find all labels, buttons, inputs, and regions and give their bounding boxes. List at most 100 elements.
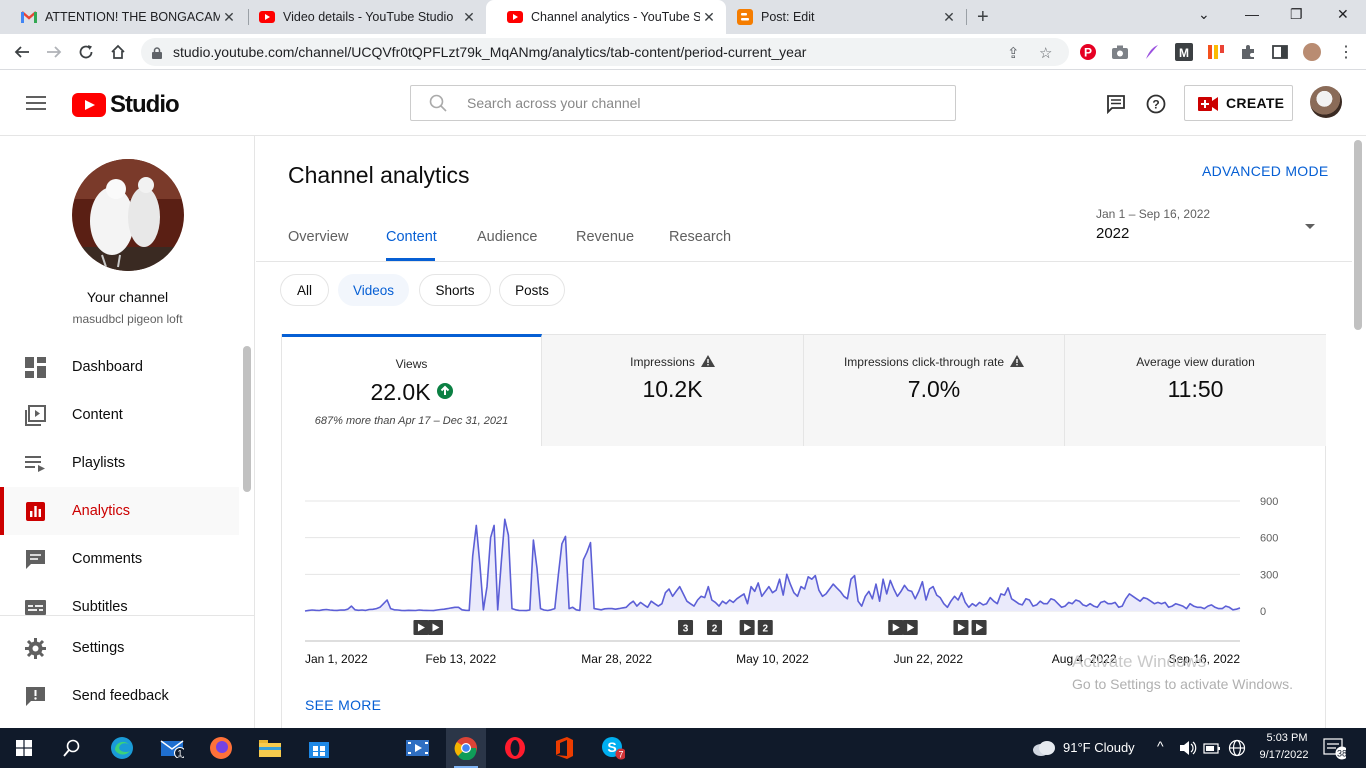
bookmark-star-icon[interactable]: ☆ [1039,45,1053,62]
feather-icon[interactable] [1143,43,1161,61]
metric-value: 7.0% [907,376,961,402]
store-icon[interactable] [307,736,331,760]
camera-icon[interactable] [1111,43,1129,61]
sidebar-item-playlists[interactable]: Playlists [0,439,239,487]
sidebar-item-comments[interactable]: Comments [0,535,239,583]
video-editor-icon[interactable] [405,736,429,760]
close-tab-icon[interactable]: ✕ [223,8,235,25]
x-tick-label: May 10, 2022 [736,652,809,666]
main-scrollbar[interactable] [1354,140,1362,330]
restore-icon[interactable]: ❐ [1290,6,1303,22]
tab-revenue[interactable]: Revenue [576,229,635,245]
close-tab-icon[interactable]: ✕ [703,8,715,25]
date-range-text[interactable]: Jan 1 – Sep 16, 2022 [1096,207,1211,221]
views-chart[interactable]: 0 300 600 900 Jan 1, 2022 Feb 13, 2022 Mar 28,… [256,485,1352,675]
metric-views[interactable]: Views 22.0K 687% more than Apr 17 – Dec … [282,334,542,446]
file-explorer-icon[interactable] [258,736,282,760]
video-marker-play-icon [892,623,900,632]
mail-icon[interactable]: 1 [160,736,184,760]
browser-tab-2[interactable]: Video details - YouTube Studio ✕ [238,0,486,34]
advanced-mode-button[interactable]: ADVANCED MODE [1202,163,1329,179]
search-icon [429,94,447,115]
see-more-button[interactable]: SEE MORE [305,697,382,713]
cloudy-weather-icon[interactable] [1031,736,1055,760]
dropdown-arrow-icon[interactable] [1305,224,1315,229]
reload-icon[interactable] [75,41,97,63]
sidebar-item-settings[interactable]: Settings [0,624,239,672]
browser-tab-1[interactable]: ATTENTION! THE BONGACAMS.C ✕ [0,0,246,34]
metric-ctr[interactable]: Impressions click-through rate 7.0% [804,335,1065,446]
chrome-menu-icon[interactable]: ⋮ [1338,44,1354,61]
channel-avatar[interactable] [72,159,184,271]
x-tick-label: Jun 22, 2022 [894,652,964,666]
clock-date[interactable]: 9/17/2022 [1259,749,1309,761]
sidebar-item-dashboard[interactable]: Dashboard [0,343,239,391]
chip-all[interactable]: All [280,274,329,306]
address-bar: studio.youtube.com/channel/UCQVfr0tQPFLz… [0,34,1366,70]
tab-research[interactable]: Research [669,229,732,245]
notifications-icon[interactable]: 38 [1322,736,1346,760]
url-field[interactable]: studio.youtube.com/channel/UCQVfr0tQPFLz… [141,38,1069,66]
tab-overview[interactable]: Overview [288,229,349,245]
sidebar-item-analytics[interactable]: Analytics [0,487,239,535]
edge-icon[interactable] [110,736,134,760]
search-input[interactable]: Search across your channel [410,85,956,121]
video-marker-play-icon [744,623,752,632]
taskbar-search-icon[interactable] [60,736,84,760]
svg-text:P: P [1084,46,1092,60]
browser-tab-3[interactable]: Channel analytics - YouTube Stud ✕ [486,0,726,34]
opera-icon[interactable] [503,736,527,760]
tab-search-icon[interactable]: ⌄ [1198,6,1210,22]
youtube-studio-logo[interactable]: Studio [72,91,180,119]
battery-icon[interactable] [1200,736,1224,760]
date-period-select[interactable]: 2022 [1096,225,1130,242]
show-hidden-icons-icon[interactable]: ^ [1157,738,1164,754]
menu-icon[interactable] [26,96,46,110]
forward-icon[interactable] [43,41,65,63]
share-icon[interactable]: ⇪ [1007,45,1020,62]
create-button[interactable]: CREATE [1184,85,1293,121]
extensions-puzzle-icon[interactable] [1239,43,1257,61]
extension-bars-icon[interactable] [1207,43,1225,61]
messages-icon[interactable] [1105,93,1127,115]
back-icon[interactable] [11,41,33,63]
network-globe-icon[interactable] [1225,736,1249,760]
sidebar-item-content[interactable]: Content [0,391,239,439]
tab-divider [248,9,249,25]
warning-icon[interactable] [1010,355,1025,370]
sidebar-item-send-feedback[interactable]: Send feedback [0,672,239,720]
weather-text[interactable]: 91°F Cloudy [1063,740,1135,755]
metric-value: 10.2K [642,376,703,402]
profile-avatar-icon[interactable] [1303,43,1321,61]
close-tab-icon[interactable]: ✕ [943,8,955,25]
help-icon[interactable]: ? [1145,93,1167,115]
close-tab-icon[interactable]: ✕ [463,8,475,25]
home-icon[interactable] [107,41,129,63]
chip-shorts[interactable]: Shorts [419,274,491,306]
chip-videos[interactable]: Videos [338,274,409,306]
page-title: Channel analytics [288,162,470,188]
side-panel-icon[interactable] [1271,43,1289,61]
chip-posts[interactable]: Posts [499,274,565,306]
browser-tab-4[interactable]: Post: Edit ✕ [716,0,966,34]
new-tab-icon[interactable]: + [977,6,989,28]
sidebar-item-subtitles[interactable]: Subtitles [0,583,239,631]
tab-content[interactable]: Content [386,229,437,245]
tab-audience[interactable]: Audience [477,229,538,245]
close-window-icon[interactable]: ✕ [1337,6,1349,22]
firefox-icon[interactable] [209,736,233,760]
minimize-icon[interactable]: — [1245,6,1259,22]
volume-icon[interactable] [1176,736,1200,760]
office-icon[interactable] [552,736,576,760]
pinterest-icon[interactable]: P [1079,43,1097,61]
clock-time[interactable]: 5:03 PM [1266,732,1308,744]
metric-average-view-duration[interactable]: Average view duration 11:50 [1065,335,1326,446]
warning-icon[interactable] [700,355,715,370]
chrome-icon[interactable] [454,736,478,760]
sidebar-scrollbar[interactable] [243,346,251,492]
metric-impressions[interactable]: Impressions 10.2K [542,335,804,446]
account-avatar[interactable] [1310,86,1342,118]
windows-start-icon[interactable] [12,736,36,760]
extension-m-icon[interactable]: M [1175,43,1193,61]
